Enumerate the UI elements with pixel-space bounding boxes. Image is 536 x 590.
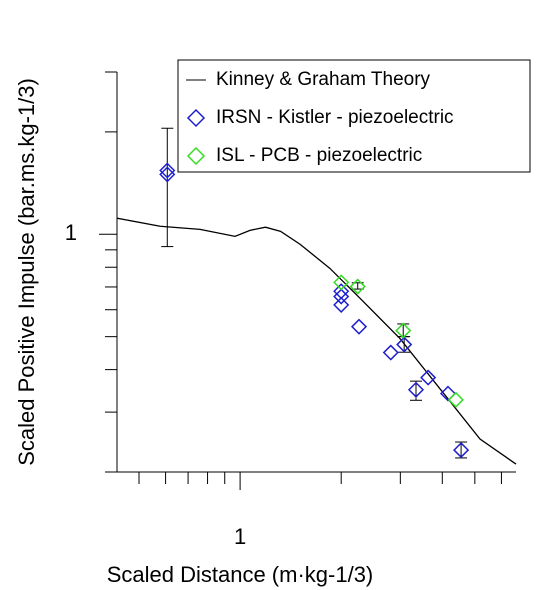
data-point	[349, 278, 366, 295]
data-point	[396, 336, 413, 353]
data-point	[439, 385, 457, 402]
error-bar	[455, 441, 468, 459]
data-point	[333, 296, 350, 313]
data-point	[447, 391, 464, 408]
data-point	[350, 318, 368, 335]
legend-label: IRSN - Kistler - piezoelectric	[216, 107, 454, 128]
x-axis-label: Scaled Distance (m·kg-1/3)	[107, 562, 374, 587]
legend-swatch	[186, 108, 206, 128]
data-point	[407, 381, 425, 398]
data-point	[333, 283, 350, 300]
data-point	[453, 442, 470, 459]
legend-swatch	[186, 146, 206, 166]
data-point	[382, 344, 399, 361]
data-point	[333, 274, 350, 291]
error-bar	[397, 323, 410, 338]
data-point	[395, 322, 412, 339]
data-point	[159, 162, 176, 179]
error-bar	[161, 127, 174, 248]
x-tick-label: 1	[234, 524, 246, 549]
theory-line	[116, 217, 517, 465]
y-axis-label: Scaled Positive Impulse (bar.ms.kg-1/3)	[14, 78, 39, 466]
data-point	[333, 288, 350, 305]
data-point	[420, 369, 437, 386]
legend-box	[177, 59, 531, 173]
legend-label: Kinney & Graham Theory	[216, 69, 431, 90]
y-tick-label: 1	[65, 220, 77, 245]
legend-label: ISL - PCB - piezoelectric	[216, 145, 422, 166]
